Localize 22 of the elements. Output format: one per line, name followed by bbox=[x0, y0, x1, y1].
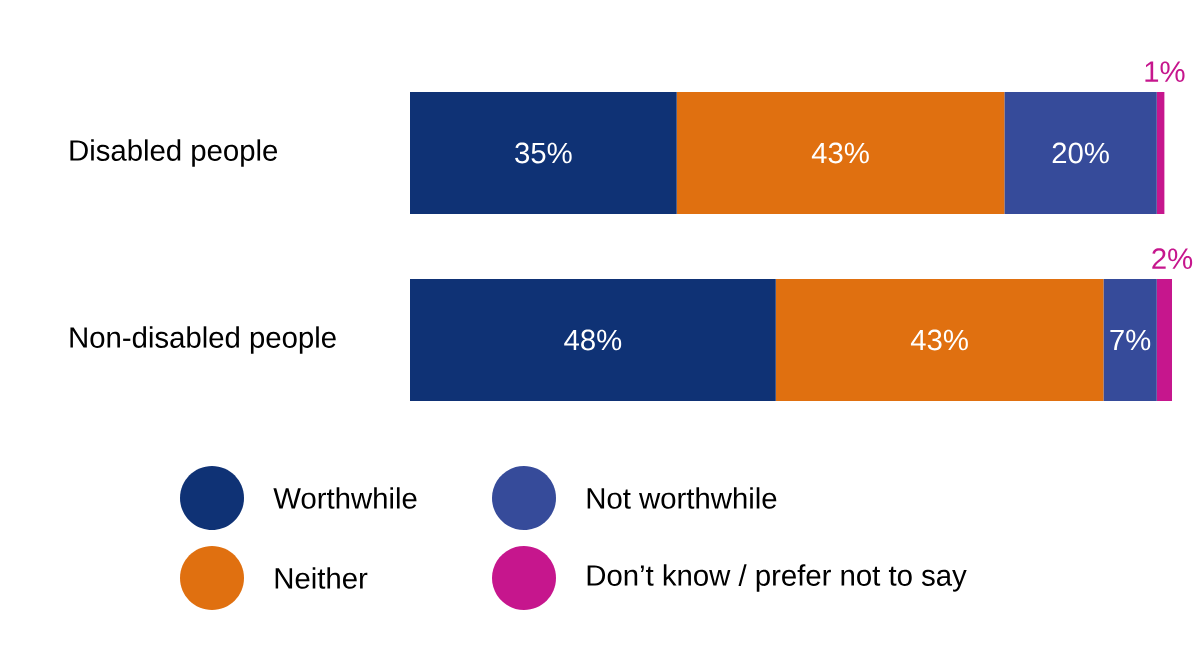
bar bbox=[410, 92, 677, 215]
bar bbox=[1004, 92, 1157, 215]
legend-label: Neither bbox=[275, 567, 368, 589]
legend-label: Worthwhile bbox=[273, 487, 417, 509]
data-label: 48% bbox=[564, 329, 622, 351]
legend-label: Don’t know / prefer not to say bbox=[587, 564, 967, 592]
bar bbox=[1156, 279, 1173, 402]
data-label: 43% bbox=[910, 329, 968, 351]
y-tick-label: Disabled people bbox=[70, 139, 278, 167]
bar bbox=[775, 279, 1104, 402]
data-label: 7% bbox=[1110, 329, 1151, 351]
bar bbox=[1156, 92, 1165, 215]
data-label: 20% bbox=[1052, 142, 1109, 164]
data-label: 2% bbox=[1152, 248, 1193, 269]
legend-label: Not worthwhile bbox=[587, 487, 777, 509]
bar bbox=[1103, 279, 1157, 402]
bar bbox=[676, 92, 1005, 215]
y-tick-label: Non-disabled people bbox=[70, 326, 336, 354]
data-label: 35% bbox=[515, 142, 572, 164]
data-label: 43% bbox=[811, 142, 869, 164]
data-label: 1% bbox=[1145, 61, 1185, 82]
bar bbox=[410, 279, 776, 402]
